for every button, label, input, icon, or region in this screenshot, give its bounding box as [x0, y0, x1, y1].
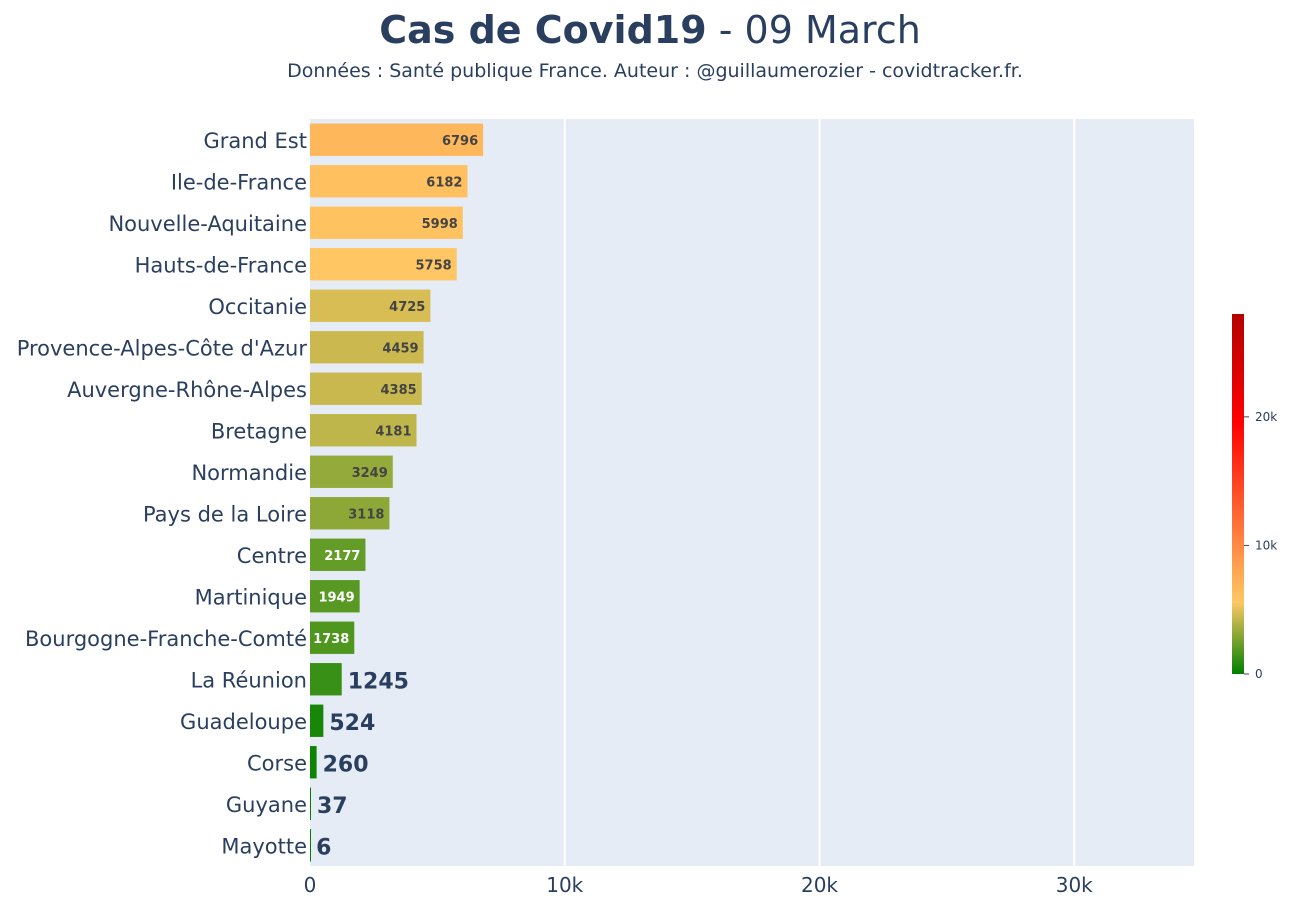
data-label: 4725: [389, 300, 425, 315]
category-label: Provence-Alpes-Côte d'Azur: [17, 336, 308, 360]
category-label: Pays de la Loire: [143, 502, 307, 526]
bar: [310, 414, 417, 447]
data-label: 1738: [313, 632, 349, 647]
x-tick-label: 10k: [546, 873, 583, 897]
colorbar-tick-label: 0: [1255, 667, 1263, 681]
bar: [310, 621, 355, 654]
data-label: 1245: [348, 669, 409, 694]
category-label: Guadeloupe: [180, 710, 307, 734]
data-label: 6182: [426, 175, 462, 190]
bar: [310, 123, 484, 156]
colorbar-tick-label: 20k: [1255, 410, 1277, 424]
bar: [310, 206, 463, 239]
bars: [310, 123, 484, 862]
chart-title-main: Cas de Covid19: [379, 8, 707, 52]
bar: [310, 746, 317, 779]
x-axis-ticks: 0 10k 20k 30k: [304, 873, 1094, 897]
bar: [310, 497, 390, 530]
bar: [310, 248, 457, 281]
x-tick-label: 20k: [801, 873, 838, 897]
category-label: Centre: [237, 544, 307, 568]
data-label: 6: [316, 835, 331, 860]
bar: [310, 165, 468, 198]
bar: [310, 372, 422, 405]
bar: [310, 289, 431, 322]
bar: [310, 331, 424, 364]
bar: [310, 829, 311, 862]
bar: [310, 580, 360, 613]
data-label: 6796: [442, 134, 478, 149]
bar: [310, 787, 311, 820]
data-label: 4181: [375, 424, 411, 439]
category-label: Normandie: [191, 461, 307, 485]
colorbar-tick-label: 10k: [1255, 538, 1277, 552]
colorbar-scale: [1232, 314, 1244, 674]
category-label: La Réunion: [191, 668, 307, 692]
chart-subtitle: Données : Santé publique France. Auteur …: [287, 60, 1023, 82]
category-label: Martinique: [195, 585, 307, 609]
colorbar: 0 10k 20k: [1232, 314, 1277, 681]
data-label: 37: [317, 794, 348, 819]
data-label: 3249: [352, 466, 388, 481]
category-label: Bretagne: [211, 419, 307, 443]
data-label: 260: [323, 752, 369, 777]
grid-lines: [563, 119, 1076, 866]
data-labels: 6796 6182 5998 5758 4725 4459 4385 4181 3249 3118…: [313, 134, 478, 861]
data-label: 524: [329, 711, 375, 736]
category-label: Auvergne-Rhône-Alpes: [67, 378, 307, 402]
category-label: Corse: [247, 751, 307, 775]
data-label: 1949: [318, 590, 354, 605]
x-tick-label: 30k: [1056, 873, 1093, 897]
data-label: 4385: [381, 383, 417, 398]
category-label: Hauts-de-France: [135, 253, 307, 277]
bar: [310, 538, 366, 571]
x-tick-label: 0: [304, 873, 317, 897]
data-label: 5758: [416, 258, 452, 273]
data-label: 2177: [324, 549, 360, 564]
plot-area: [310, 119, 1194, 866]
data-label: 5998: [422, 217, 458, 232]
bar: [310, 704, 324, 737]
data-label: 4459: [382, 341, 418, 356]
bar: [310, 663, 342, 696]
category-label: Nouvelle-Aquitaine: [108, 212, 307, 236]
category-label: Ile-de-France: [171, 170, 307, 194]
data-label: 3118: [348, 507, 384, 522]
chart-title: Cas de Covid19 - 09 March: [0, 8, 1300, 52]
chart-title-date: - 09 March: [706, 8, 921, 52]
category-label: Guyane: [226, 793, 307, 817]
category-label: Bourgogne-Franche-Comté: [25, 627, 307, 651]
category-labels: Grand Est Ile-de-France Nouvelle-Aquitaine…: [17, 129, 308, 859]
category-label: Grand Est: [203, 129, 307, 153]
category-label: Mayotte: [221, 834, 307, 858]
category-label: Occitanie: [208, 295, 307, 319]
bar: [310, 455, 393, 488]
